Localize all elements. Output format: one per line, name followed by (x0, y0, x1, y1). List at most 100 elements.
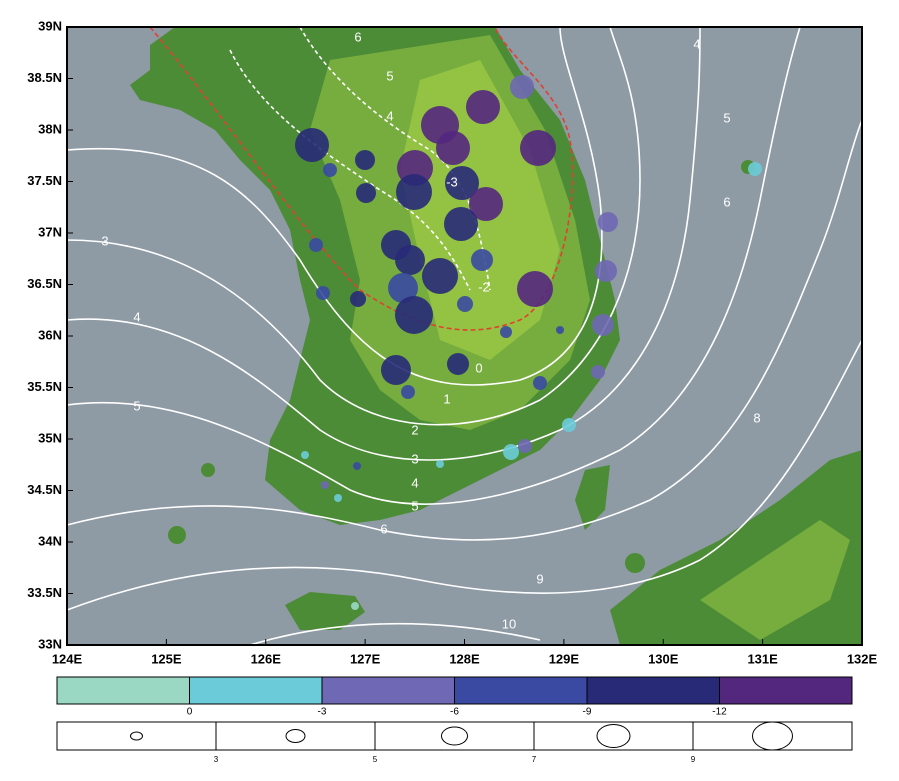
colorbar-segment (56, 676, 190, 705)
lat-label: 35N (38, 430, 62, 445)
station-marker (388, 273, 418, 303)
station-marker (301, 451, 309, 459)
lat-label: 37N (38, 224, 62, 239)
station-marker (316, 286, 330, 300)
contour-label: 4 (386, 108, 393, 123)
size-legend-label: 3 (214, 755, 219, 764)
station-marker (422, 258, 458, 294)
size-legend-label: 5 (373, 755, 378, 764)
colorbar-label: -6 (450, 707, 459, 718)
lon-label: 131E (747, 651, 778, 666)
size-legend-symbol (130, 731, 143, 741)
station-marker (598, 212, 618, 232)
contour-label: 5 (723, 110, 730, 125)
size-legend-box (215, 721, 376, 751)
lon-label: 125E (151, 651, 182, 666)
station-marker (395, 245, 425, 275)
size-legend-box (56, 721, 217, 751)
size-legend-symbol (441, 726, 468, 746)
lat-label: 39N (38, 18, 62, 33)
size-legend-box (692, 721, 853, 751)
colorbar-segment (321, 676, 455, 705)
contour-label: 3 (101, 233, 108, 248)
station-marker (500, 326, 512, 338)
lat-label: 33.5N (27, 585, 62, 600)
contour-label: 4 (411, 475, 418, 490)
colorbar-label: -3 (318, 707, 327, 718)
contour-label: 3 (411, 451, 418, 466)
contour-label: 4 (133, 309, 140, 324)
contour-label: -2 (478, 279, 490, 294)
contour-label: 6 (723, 194, 730, 209)
station-marker (503, 444, 519, 460)
lat-label: 37.5N (27, 173, 62, 188)
size-legend-symbol (285, 729, 306, 743)
lon-label: 130E (648, 651, 679, 666)
lat-label: 36N (38, 327, 62, 342)
station-marker (323, 163, 337, 177)
lon-label: 129E (549, 651, 580, 666)
station-marker (518, 439, 532, 453)
contours (66, 26, 863, 646)
colorbar-label: -9 (583, 707, 592, 718)
colorbar-label: 0 (187, 707, 193, 718)
size-legend-symbol (752, 721, 793, 751)
station-marker (321, 481, 329, 489)
colorbar-segment (454, 676, 588, 705)
size-legend-symbol (596, 724, 631, 748)
station-marker (436, 460, 444, 468)
station-markers (295, 75, 762, 610)
lat-label: 38.5N (27, 70, 62, 85)
lat-label: 34N (38, 533, 62, 548)
colorbar-label: -12 (712, 707, 727, 718)
station-marker (556, 326, 564, 334)
lon-label: 126E (251, 651, 282, 666)
lat-label: 36.5N (27, 276, 62, 291)
lon-label: 127E (350, 651, 381, 666)
contour-label: 5 (133, 398, 140, 413)
contour-label: 8 (753, 410, 760, 425)
colorbar-segment (719, 676, 853, 705)
contour-label: 4 (693, 36, 700, 51)
station-marker (469, 187, 503, 221)
station-marker (595, 260, 617, 282)
lon-label: 132E (847, 651, 878, 666)
station-marker (356, 183, 376, 203)
size-legend-label: 7 (532, 755, 537, 764)
contour-label: 2 (411, 422, 418, 437)
contour-label: 1 (443, 391, 450, 406)
contour-label: 6 (380, 521, 387, 536)
lat-label: 34.5N (27, 482, 62, 497)
contour-label: 9 (536, 571, 543, 586)
station-marker (436, 131, 470, 165)
station-marker (350, 291, 366, 307)
station-marker (353, 462, 361, 470)
contour-label: 5 (411, 498, 418, 513)
station-marker (444, 207, 478, 241)
station-marker (591, 365, 605, 379)
station-marker (457, 296, 473, 312)
station-marker (748, 162, 762, 176)
contour-label: 6 (354, 29, 361, 44)
station-marker (471, 249, 493, 271)
station-marker (334, 494, 342, 502)
lon-label: 128E (449, 651, 480, 666)
contour-label: 0 (475, 360, 482, 375)
station-marker (466, 90, 500, 124)
station-marker (562, 418, 576, 432)
contour-label: 5 (386, 68, 393, 83)
station-marker (592, 314, 614, 336)
lat-label: 33N (38, 636, 62, 651)
station-marker (355, 150, 375, 170)
lat-label: 38N (38, 121, 62, 136)
station-marker (520, 130, 556, 166)
station-marker (517, 271, 553, 307)
station-marker (447, 353, 469, 375)
station-marker (381, 355, 411, 385)
station-marker (309, 238, 323, 252)
station-marker (395, 296, 433, 334)
contour-label: -3 (446, 174, 458, 189)
station-marker (533, 376, 547, 390)
colorbar-segment (189, 676, 323, 705)
